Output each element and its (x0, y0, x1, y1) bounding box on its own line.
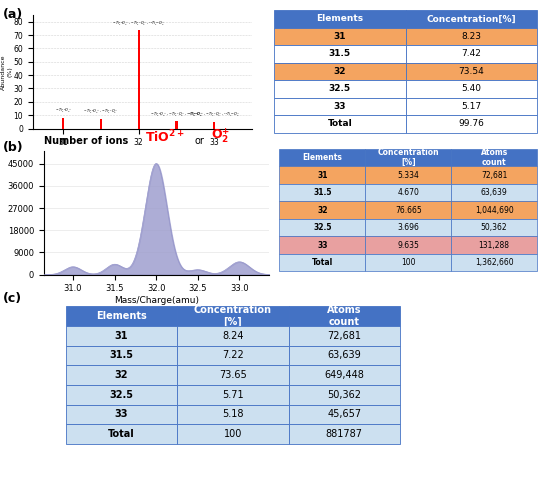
Text: $\mathbf{TiO^{2+}}$: $\mathbf{TiO^{2+}}$ (145, 129, 185, 145)
Bar (100, 118, 102, 129)
Text: $^{47}Ti_1^{16}O_2^+$, $^{46}Ti_1^{17}O_2^+$: $^{47}Ti_1^{16}O_2^+$, $^{46}Ti_1^{17}O_… (83, 107, 118, 116)
Bar (138, 30, 140, 129)
X-axis label: Mass/Charge(amu): Mass/Charge(amu) (113, 296, 199, 305)
Bar (213, 121, 215, 129)
Text: $^{50}Ti_1^{16}O_2^+$, $^{49}Ti_1^{17}O_2^+$, $^{48}Ti_1^{18}O_2^+$: $^{50}Ti_1^{16}O_2^+$, $^{49}Ti_1^{17}O_… (187, 110, 241, 119)
Y-axis label: Abundance
(%): Abundance (%) (1, 54, 12, 90)
Text: $^{46}Ti_1^{16}O_2^+$, $^{47}Ti_1^{17}O_2^+$, $^{48}Ti_1^{16}O_2^+$: $^{46}Ti_1^{16}O_2^+$, $^{47}Ti_1^{17}O_… (112, 19, 165, 28)
Text: (c): (c) (3, 292, 22, 305)
Text: (a): (a) (3, 8, 23, 21)
Bar (62, 117, 64, 129)
Text: or: or (195, 136, 204, 146)
Bar (175, 121, 178, 129)
Text: $^{46}Ti_1^{16}O_2^+$: $^{46}Ti_1^{16}O_2^+$ (55, 106, 72, 115)
Text: Number of ions: Number of ions (44, 136, 128, 146)
Text: $\mathbf{O_2^{+}}$: $\mathbf{O_2^{+}}$ (211, 127, 230, 145)
Text: (b): (b) (3, 141, 24, 154)
Text: $^{49}Ti_1^{16}O_2^+$, $^{48}Ti_1^{17}O_2^+$, $^{47}Ti_1^{18}O_2^+$: $^{49}Ti_1^{16}O_2^+$, $^{48}Ti_1^{17}O_… (150, 110, 203, 118)
